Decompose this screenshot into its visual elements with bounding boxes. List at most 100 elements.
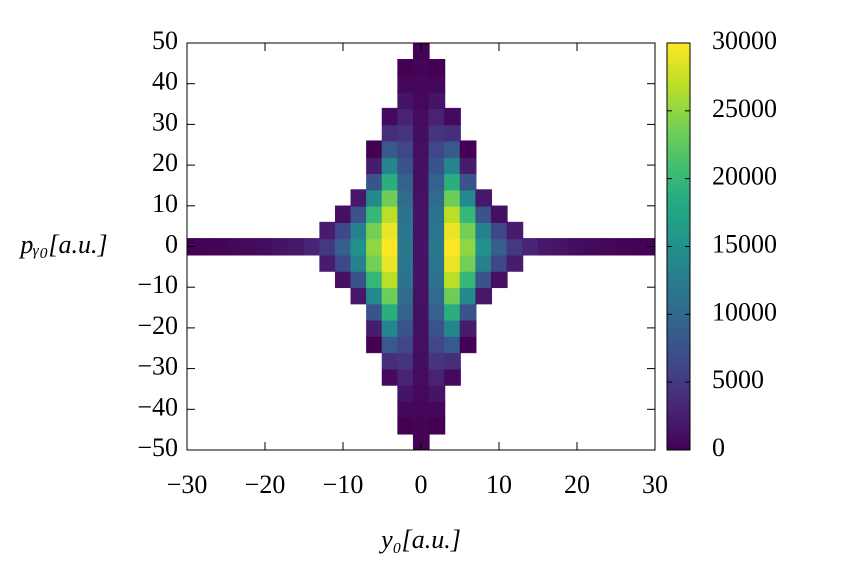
colorbar-tick-label: 0 <box>712 433 725 462</box>
heatmap-cell <box>444 172 461 191</box>
heatmap-cell <box>397 368 415 386</box>
heatmap-cell <box>397 221 415 240</box>
heatmap-cell <box>475 221 493 240</box>
heatmap-cell <box>459 303 477 321</box>
heatmap-cell <box>397 75 415 93</box>
heatmap-cell <box>444 140 461 158</box>
heatmap-cell <box>444 270 461 289</box>
heatmap-cell <box>412 43 430 61</box>
heatmap-cell <box>366 140 383 158</box>
heatmap-cell <box>334 254 352 272</box>
heatmap-cell <box>444 238 461 256</box>
heatmap-cell <box>381 335 399 354</box>
heatmap-cell <box>428 335 446 354</box>
heatmap-cell <box>194 238 212 256</box>
heatmap-cell <box>397 205 415 223</box>
heatmap-cell <box>412 400 430 419</box>
heatmap-cell <box>319 238 337 256</box>
heatmap-cell <box>444 189 461 207</box>
heatmap-cell <box>381 319 399 337</box>
heatmap-cell <box>428 221 446 240</box>
heatmap-cell <box>444 352 461 370</box>
heatmap-cell <box>397 172 415 191</box>
heatmap-cell <box>412 189 430 207</box>
heatmap-cell <box>537 238 555 256</box>
heatmap-cell <box>459 189 477 207</box>
heatmap-cell <box>397 303 415 321</box>
heatmap-cell <box>366 238 383 256</box>
heatmap-cell <box>459 319 477 337</box>
heatmap-cell <box>459 254 477 272</box>
y-tick-label: 50 <box>152 26 178 55</box>
y-axis-label: pᵧ₀[a.u.] <box>18 230 107 259</box>
colorbar-tick-label: 25000 <box>712 94 777 123</box>
heatmap-cell <box>459 172 477 191</box>
x-tick-label: −10 <box>323 470 364 499</box>
heatmap-cell <box>459 270 477 289</box>
heatmap-cell <box>366 270 383 289</box>
heatmap-cell <box>397 156 415 175</box>
heatmap-cell <box>366 205 383 223</box>
heatmap-cell <box>319 221 337 240</box>
heatmap-cell <box>412 352 430 370</box>
heatmap-cell <box>350 238 368 256</box>
heatmap-cell <box>444 368 461 386</box>
heatmap-cell <box>459 205 477 223</box>
heatmap-cell <box>334 221 352 240</box>
y-tick-label: −30 <box>137 352 178 381</box>
heatmap-cell <box>350 205 368 223</box>
heatmap-cell <box>459 238 477 256</box>
heatmap-cell <box>366 335 383 354</box>
heatmap-cell <box>444 286 461 305</box>
heatmap-cell <box>412 140 430 158</box>
heatmap-cell <box>366 221 383 240</box>
heatmap-cell <box>428 91 446 109</box>
heatmap-cell <box>568 238 586 256</box>
y-tick-label: 30 <box>152 107 178 136</box>
heatmap-cell <box>412 286 430 305</box>
y-tick-label: 40 <box>152 67 178 96</box>
heatmap-cell <box>459 335 477 354</box>
heatmap-cell <box>459 286 477 305</box>
heatmap-cell <box>350 189 368 207</box>
heatmap-cell <box>475 270 493 289</box>
heatmap-cell <box>412 221 430 240</box>
heatmap-cell <box>412 75 430 93</box>
y-tick-label: −40 <box>137 392 178 421</box>
heatmap-cell <box>381 156 399 175</box>
heatmap-cell <box>381 221 399 240</box>
heatmap-cell <box>444 221 461 240</box>
heatmap-cell <box>615 238 633 256</box>
colorbar-tick-label: 10000 <box>712 297 777 326</box>
heatmap-cell <box>350 270 368 289</box>
heatmap-cell <box>428 368 446 386</box>
heatmap-cell <box>381 352 399 370</box>
heatmap-cell <box>397 107 415 126</box>
heatmap-cell <box>412 59 430 77</box>
heatmap-cell <box>381 270 399 289</box>
heatmap-cell <box>490 270 508 289</box>
heatmap-cell <box>381 107 399 126</box>
heatmap-cell <box>350 221 368 240</box>
heatmap-cell <box>412 172 430 191</box>
x-axis-label: y₀[a.u.] <box>378 525 461 554</box>
heatmap-cell <box>584 238 602 256</box>
heatmap-cell <box>428 303 446 321</box>
y-tick-label: 10 <box>152 189 178 218</box>
heatmap-cell <box>506 254 524 272</box>
heatmap-cell <box>334 205 352 223</box>
heatmap-cell <box>366 286 383 305</box>
heatmap-cell <box>428 238 446 256</box>
heatmap-cell <box>475 205 493 223</box>
heatmap-cell <box>397 124 415 142</box>
heatmap-cell <box>210 238 227 256</box>
heatmap-cell <box>412 368 430 386</box>
heatmap-cell <box>490 238 508 256</box>
heatmap-cell <box>397 140 415 158</box>
heatmap-cell <box>428 254 446 272</box>
heatmap-cell <box>412 91 430 109</box>
heatmap-cell <box>412 384 430 403</box>
y-tick-label: 20 <box>152 148 178 177</box>
heatmap-cell <box>475 254 493 272</box>
